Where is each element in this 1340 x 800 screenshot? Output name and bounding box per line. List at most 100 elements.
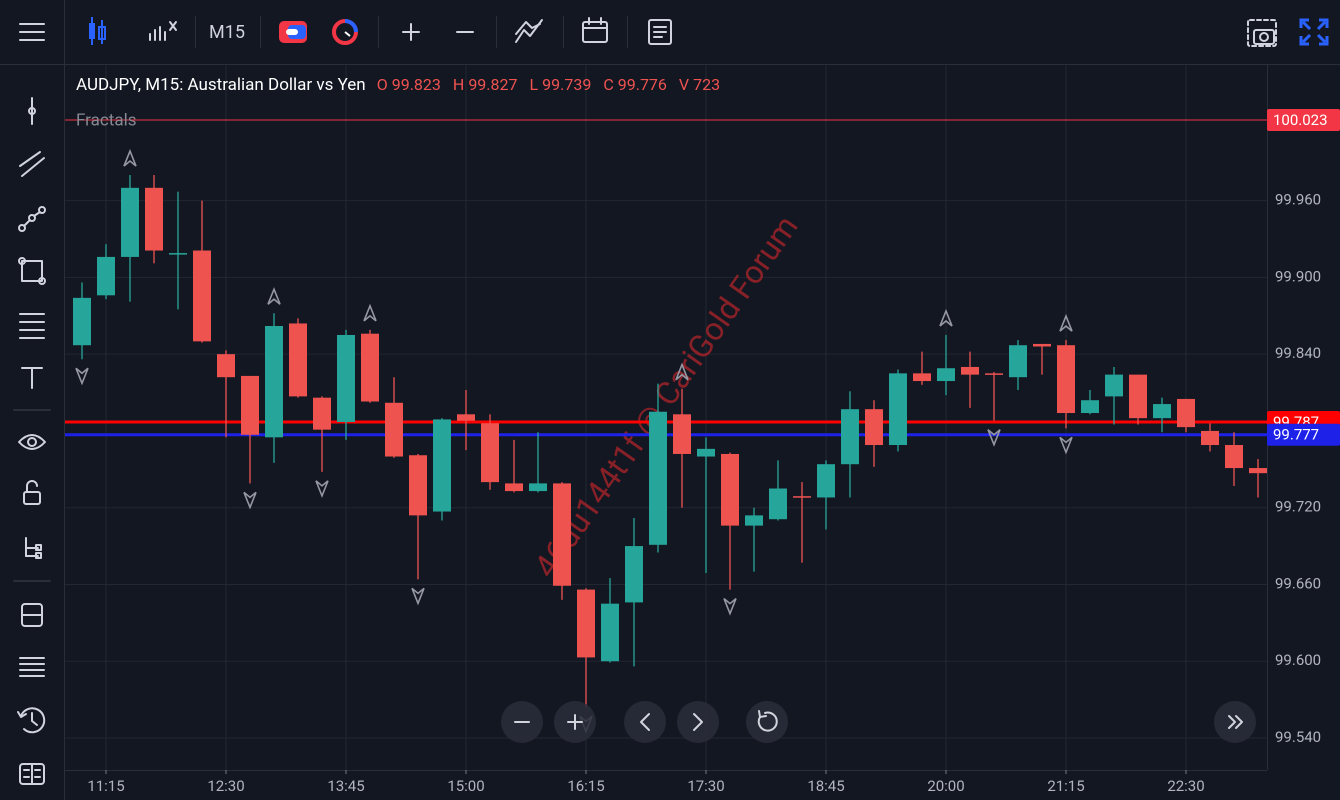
ohlc-value: 99.827 bbox=[468, 75, 517, 94]
fractal-down bbox=[243, 491, 257, 510]
template-tool[interactable] bbox=[21, 603, 43, 627]
menu-button[interactable] bbox=[19, 23, 45, 41]
candle-body bbox=[1009, 345, 1027, 378]
symbol-name: AUDJPY, M15: Australian Dollar vs Yen bbox=[76, 75, 366, 95]
candle-body bbox=[793, 496, 811, 498]
y-tick-label: 99.720 bbox=[1275, 498, 1321, 516]
x-tick-label: 16:15 bbox=[567, 777, 604, 795]
y-tick-label: 99.840 bbox=[1275, 344, 1321, 362]
price-label: 100.023 bbox=[1273, 111, 1328, 129]
drawing-button[interactable] bbox=[515, 19, 543, 43]
fib-tool[interactable] bbox=[19, 313, 45, 339]
ohlc-label: O bbox=[377, 75, 388, 94]
candle-body bbox=[1129, 374, 1147, 419]
text-tool[interactable] bbox=[21, 367, 43, 389]
candle-body bbox=[457, 414, 475, 421]
zoom-in-nav[interactable] bbox=[554, 701, 596, 743]
candle-body bbox=[1105, 374, 1123, 397]
candle-body bbox=[385, 402, 403, 457]
x-tick-label: 21:15 bbox=[1047, 777, 1084, 795]
timeframe-button[interactable]: M15 bbox=[209, 22, 245, 43]
candle-body bbox=[1225, 445, 1243, 469]
candle-body bbox=[409, 455, 427, 516]
visibility-tool[interactable] bbox=[18, 434, 46, 450]
candle-body bbox=[937, 368, 955, 382]
price-label-box bbox=[1267, 423, 1340, 446]
y-tick-label: 99.540 bbox=[1275, 728, 1321, 746]
trendline-tool[interactable] bbox=[19, 151, 45, 177]
zoom-out-nav[interactable] bbox=[501, 701, 543, 743]
ohlc-label: V bbox=[679, 75, 689, 94]
x-tick-label: 12:30 bbox=[207, 777, 244, 795]
y-tick-label: 99.660 bbox=[1275, 574, 1321, 592]
news-tool[interactable] bbox=[19, 763, 45, 785]
shape-tool[interactable] bbox=[18, 257, 46, 285]
candle-body bbox=[865, 409, 883, 446]
replay-button[interactable] bbox=[332, 19, 358, 45]
toolbar-dividers bbox=[195, 16, 628, 48]
y-tick-label: 99.600 bbox=[1275, 651, 1321, 669]
candle-body bbox=[553, 483, 571, 586]
y-tick-label: 99.900 bbox=[1275, 267, 1321, 285]
ohlc-value: 99.739 bbox=[542, 75, 591, 94]
candle-body bbox=[673, 414, 691, 454]
candle-body bbox=[481, 423, 499, 483]
candle-body bbox=[265, 326, 283, 438]
candle-body bbox=[433, 419, 451, 512]
candle-body bbox=[337, 334, 355, 422]
scroll-end-nav[interactable] bbox=[1214, 701, 1256, 743]
candle-body bbox=[745, 515, 763, 526]
candle-body bbox=[289, 323, 307, 397]
fullscreen-button[interactable] bbox=[1299, 18, 1329, 46]
candle-body bbox=[577, 589, 595, 658]
chart-type-button[interactable] bbox=[89, 17, 106, 45]
reset-nav[interactable] bbox=[746, 701, 788, 743]
candle-body bbox=[505, 483, 523, 492]
screenshot-button[interactable] bbox=[1247, 19, 1277, 47]
fractal-up bbox=[939, 308, 953, 327]
history-tool[interactable] bbox=[17, 707, 46, 734]
indicators-button[interactable] bbox=[149, 21, 177, 41]
candle-body bbox=[1177, 398, 1195, 428]
fractal-up bbox=[675, 362, 689, 381]
candle-body bbox=[193, 250, 211, 342]
candle-body bbox=[913, 373, 931, 382]
zoom-in-button[interactable] bbox=[402, 23, 420, 41]
compare-button[interactable] bbox=[279, 21, 307, 43]
candle-body bbox=[169, 253, 187, 255]
candle-body bbox=[217, 354, 235, 378]
scroll-left-nav[interactable] bbox=[624, 701, 666, 743]
notes-button[interactable] bbox=[648, 19, 672, 45]
fractal-down bbox=[723, 597, 737, 616]
candle-body bbox=[841, 409, 859, 465]
fractal-down bbox=[315, 480, 329, 499]
nav-buttons bbox=[501, 701, 1256, 743]
candle-body bbox=[721, 453, 739, 526]
candle-body bbox=[889, 373, 907, 446]
candle-body bbox=[1057, 345, 1075, 414]
y-tick-label: 99.960 bbox=[1275, 191, 1321, 209]
candle-body bbox=[961, 366, 979, 375]
ohlc-value: 99.823 bbox=[392, 75, 441, 94]
candle-body bbox=[1201, 430, 1219, 446]
candle-body bbox=[817, 464, 835, 498]
watchlist-tool[interactable] bbox=[19, 657, 45, 677]
x-tick-label: 13:45 bbox=[327, 777, 364, 795]
x-tick-label: 11:15 bbox=[87, 777, 124, 795]
crosshair-tool[interactable] bbox=[28, 97, 36, 125]
x-tick-label: 22:30 bbox=[1167, 777, 1204, 795]
tree-tool[interactable] bbox=[25, 537, 42, 559]
symbol-title: AUDJPY, M15: Australian Dollar vs Yen O 99… bbox=[76, 75, 720, 95]
path-tool[interactable] bbox=[18, 206, 46, 232]
calendar-button[interactable] bbox=[582, 17, 608, 43]
scroll-right-nav[interactable] bbox=[677, 701, 719, 743]
candle-body bbox=[73, 297, 91, 346]
candle-body bbox=[649, 411, 667, 545]
candle-body bbox=[625, 546, 643, 603]
fractal-down bbox=[1059, 436, 1073, 455]
x-tick-label: 15:00 bbox=[447, 777, 484, 795]
price-label-box bbox=[1267, 109, 1340, 132]
lock-tool[interactable] bbox=[23, 480, 41, 505]
